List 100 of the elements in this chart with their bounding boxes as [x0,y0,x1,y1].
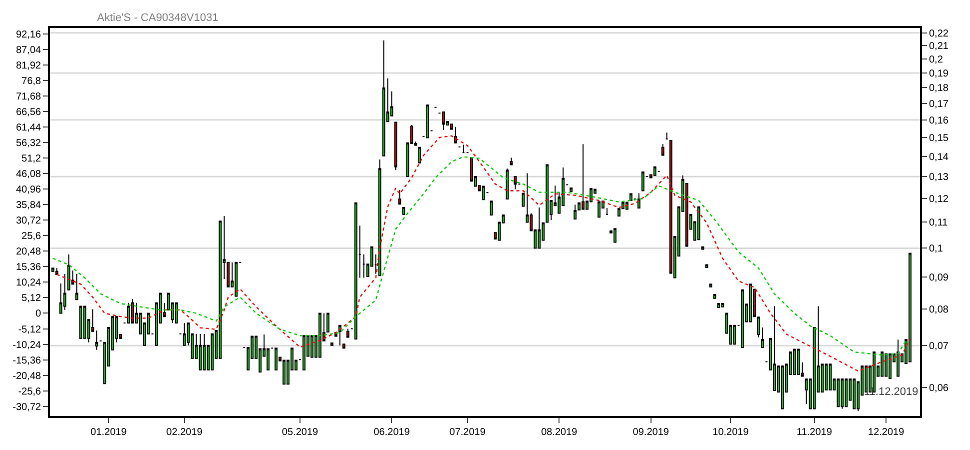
candlestick [202,333,206,370]
candlestick [490,200,493,216]
candlestick [665,132,668,140]
y2-tick-label: 0,19 [929,68,949,80]
y2-tick-label: 0,07 [929,341,949,352]
candlestick [852,378,856,410]
candlestick [661,144,664,156]
candlestick [318,312,322,358]
x-tick-label: 12.2019 [868,427,905,438]
candlestick [79,306,82,339]
candlestick [462,144,465,154]
y2-tick-label: 0,11 [929,218,948,229]
candlestick [182,322,186,346]
candlestick [824,364,828,390]
x-tick-label: 08.2019 [541,427,578,438]
y2-tick-label: 0,06 [929,383,949,394]
y2-tick-label: 0,13 [929,172,949,184]
y-tick-label: 35,84 [16,200,42,212]
y2-tick-label: 0,08 [929,304,949,316]
candlestick [274,348,278,370]
y-tick-label: 61,44 [16,122,42,134]
y-tick-label: -15,36 [12,355,42,366]
candlestick [749,284,752,322]
candlestick [574,204,577,220]
y2-tick-label: 0,17 [929,98,949,110]
y-tick-label: 30,72 [16,216,42,227]
candlestick [362,254,366,278]
candlestick [506,168,509,200]
candlestick [346,328,350,338]
y-tick-label: 76,8 [22,76,42,87]
chart-title: Aktie'S - CA90348V1031 [97,12,218,24]
y-tick-label: -25,6 [18,386,42,398]
candlestick [653,166,656,176]
y2-tick-label: 0,2 [929,54,944,66]
y-tick-label: 92,16 [16,29,42,40]
candlestick [234,262,238,297]
candlestick [637,192,640,209]
annotation: 11.12.2019 [864,386,918,398]
y2-tick-label: 0,1 [929,244,944,255]
candlestick [55,268,58,275]
candlestick [884,353,888,377]
x-tick-label: 05.2019 [282,427,319,438]
x-tick-label: 10.2019 [712,427,750,438]
y-tick-label: 5,12 [22,293,42,304]
y2-tick-label: 0,12 [929,194,949,205]
candlestick [302,335,306,370]
y-tick-label: 56,32 [16,138,42,150]
y-tick-label: -30,72 [12,402,42,413]
candlestick [426,104,430,138]
candlestick [131,298,134,324]
y2-tick-label: 0,22 [929,28,949,40]
candlestick [629,193,632,201]
candlestick [733,324,736,345]
candlestick [880,352,884,377]
candlestick [606,208,608,215]
candlestick [522,192,525,207]
candlestick [538,206,541,249]
candlestick [804,378,808,405]
y-tick-label: -5,12 [18,324,42,336]
candlestick [510,157,513,166]
y2-tick-label: 0,18 [929,83,949,94]
candlestick [338,324,342,346]
y-tick-label: 10,24 [16,278,42,289]
candlestick [450,124,453,130]
candlestick [394,122,398,171]
candlestick [741,289,744,348]
y2-tick-label: 0,15 [929,133,949,144]
candlestick [382,40,386,156]
y-tick-label: 51,2 [22,154,42,165]
candlestick [83,306,86,339]
candlestick [598,201,601,218]
candlestick [796,348,800,375]
candlestick [908,252,912,362]
candlestick [896,339,900,377]
candlestick [127,302,130,324]
y-tick-label: 46,08 [16,169,42,180]
candlestick [514,176,517,190]
candlestick [354,202,358,340]
y2-tick-label: 0,09 [929,272,949,284]
y-tick-label: 81,92 [16,60,42,72]
y-tick-label: 0 [35,308,42,320]
y-tick-label: 40,96 [16,184,42,196]
candlestick [454,126,457,144]
x-tick-label: 01.2019 [90,427,128,438]
x-tick-label: 06.2019 [374,427,410,438]
y-tick-label: 20,48 [16,246,42,258]
line-series [52,156,907,356]
candlestick [697,206,700,240]
y2-tick-label: 0,14 [929,152,949,163]
candlestick [828,364,832,390]
candlestick [75,273,78,300]
candlestick [641,171,644,192]
candlestick [614,228,616,243]
candlestick [198,333,202,370]
y-tick-label: 15,36 [16,262,42,274]
y-tick-label: -20,48 [12,370,42,382]
x-tick-label: 02.2019 [166,427,203,438]
candlestick [780,365,784,410]
y-tick-label: -10,24 [12,340,42,351]
x-tick-label: 07.2019 [449,427,486,438]
